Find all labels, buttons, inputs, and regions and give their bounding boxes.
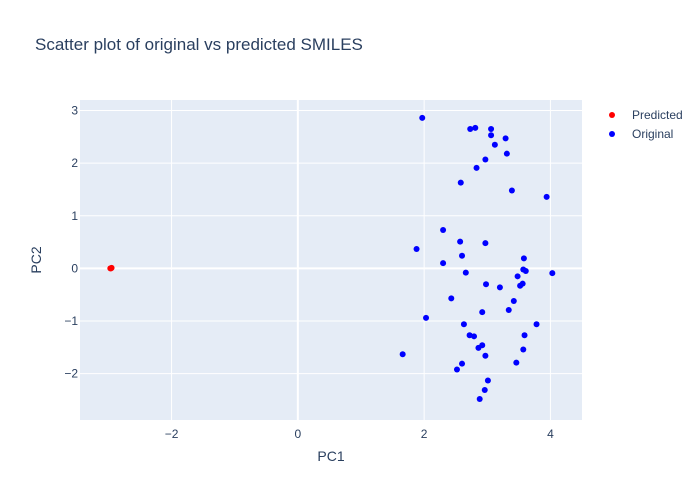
grid-lines	[80, 100, 582, 420]
original-point	[513, 359, 520, 366]
original-point	[479, 309, 486, 316]
original-point	[514, 273, 521, 280]
original-point	[482, 352, 489, 359]
chart-title: Scatter plot of original vs predicted SM…	[35, 35, 363, 54]
original-point	[484, 377, 491, 384]
original-point	[399, 351, 406, 358]
y-tick-label: 2	[71, 156, 78, 170]
original-point	[475, 344, 482, 351]
y-tick-label: −1	[64, 314, 78, 328]
original-point	[462, 269, 469, 276]
original-point	[471, 333, 478, 340]
original-point	[459, 252, 466, 259]
original-point	[488, 132, 495, 139]
x-axis-title: PC1	[317, 448, 344, 464]
legend-marker	[609, 131, 615, 137]
original-point	[549, 270, 556, 277]
original-point	[413, 245, 420, 252]
original-point	[510, 298, 517, 305]
legend-label: Predicted	[632, 108, 683, 122]
original-point	[476, 395, 483, 402]
legend-label: Original	[632, 127, 673, 141]
y-tick-label: 1	[71, 209, 78, 223]
original-point	[482, 156, 489, 163]
original-point	[522, 268, 529, 275]
legend-item-predicted[interactable]: Predicted	[609, 108, 683, 122]
original-point	[505, 307, 512, 313]
y-axis-title: PC2	[28, 246, 44, 273]
original-point	[440, 227, 447, 233]
original-point	[483, 281, 490, 288]
original-point	[533, 321, 540, 328]
original-point	[423, 314, 430, 321]
original-point	[503, 150, 510, 157]
original-point	[448, 295, 455, 302]
original-point	[488, 125, 495, 132]
original-point	[457, 238, 464, 245]
original-point	[419, 114, 426, 121]
original-point	[481, 387, 488, 393]
data-points	[107, 114, 556, 402]
y-tick-label: 0	[71, 261, 78, 275]
original-point	[520, 255, 527, 262]
predicted-point	[108, 264, 115, 271]
legend-item-original[interactable]: Original	[609, 127, 673, 141]
original-point	[457, 179, 464, 186]
original-point	[459, 360, 466, 367]
original-point	[467, 125, 474, 132]
tick-labels: −2 0 2 4 −2 −1 0 1 2 3	[64, 104, 554, 441]
y-tick-label: 3	[71, 104, 78, 118]
plot-area	[80, 100, 582, 420]
original-point	[508, 187, 515, 194]
original-point	[472, 124, 479, 131]
original-point	[502, 135, 509, 142]
x-tick-label: 2	[421, 427, 428, 441]
original-point	[543, 193, 550, 200]
original-point	[521, 332, 528, 339]
original-point	[520, 346, 527, 353]
original-point	[460, 321, 467, 328]
original-point	[517, 282, 524, 289]
original-point	[491, 141, 498, 148]
y-tick-label: −2	[64, 367, 78, 381]
x-tick-label: 4	[547, 427, 554, 441]
legend[interactable]: Predicted Original	[609, 108, 683, 141]
original-point	[482, 240, 489, 247]
original-point	[473, 164, 480, 171]
x-tick-label: 0	[295, 427, 302, 441]
legend-marker	[609, 112, 615, 118]
original-point	[440, 260, 447, 267]
x-tick-label: −2	[165, 427, 179, 441]
original-point	[453, 366, 460, 373]
original-point	[496, 284, 503, 291]
